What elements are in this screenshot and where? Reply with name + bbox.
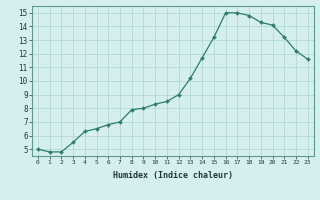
- X-axis label: Humidex (Indice chaleur): Humidex (Indice chaleur): [113, 171, 233, 180]
